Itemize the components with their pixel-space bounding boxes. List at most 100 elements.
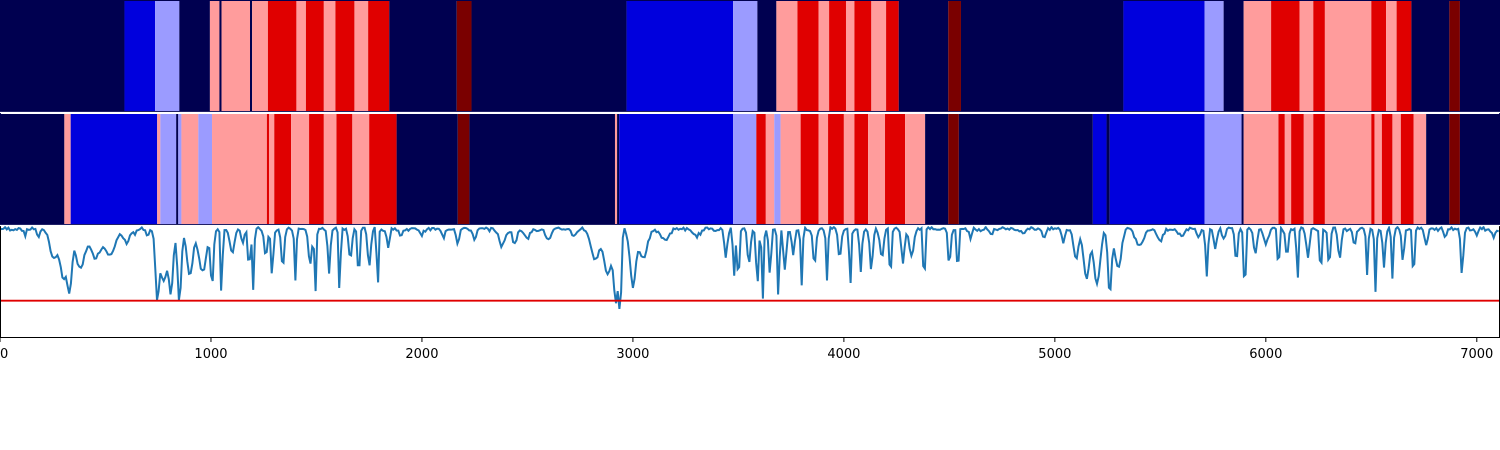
state-segment xyxy=(1371,1,1387,112)
state-segment xyxy=(368,1,390,112)
x-tick-label: 1000 xyxy=(194,347,227,362)
state-segment xyxy=(1386,1,1397,112)
state-segment xyxy=(155,1,180,112)
state-segment xyxy=(925,114,949,225)
state-segment xyxy=(800,114,819,225)
state-segment xyxy=(1106,114,1110,225)
state-segment xyxy=(1374,114,1382,225)
state-segment xyxy=(267,1,297,112)
state-segment xyxy=(958,114,1093,225)
state-segment xyxy=(1426,114,1450,225)
state-segment xyxy=(756,114,766,225)
state-segment xyxy=(1396,1,1412,112)
state-segment xyxy=(389,1,457,112)
state-segment xyxy=(160,114,177,225)
state-segment xyxy=(1371,114,1375,225)
state-segment xyxy=(1413,114,1427,225)
state-segment xyxy=(1243,1,1272,112)
state-segment xyxy=(181,114,199,225)
state-segment xyxy=(64,114,71,225)
state-segment xyxy=(1324,1,1372,112)
line-panel xyxy=(0,224,1500,338)
state-segment xyxy=(1223,1,1244,112)
state-segment xyxy=(1299,1,1314,112)
state-segment xyxy=(335,1,355,112)
state-segment xyxy=(212,114,267,225)
state-segment xyxy=(1381,114,1393,225)
state-segment xyxy=(854,1,872,112)
x-tick-label: 7000 xyxy=(1460,347,1493,362)
state-segment xyxy=(960,1,1124,112)
state-segment xyxy=(733,114,757,225)
state-segment xyxy=(1271,1,1300,112)
state-segment xyxy=(845,1,855,112)
state-segment xyxy=(1449,114,1460,225)
state-segment xyxy=(1204,114,1242,225)
state-segment xyxy=(309,114,324,225)
state-segment xyxy=(323,114,337,225)
state-segment xyxy=(209,1,220,112)
state-segment xyxy=(1284,114,1292,225)
state-segment xyxy=(157,114,161,225)
state-segment xyxy=(774,114,781,225)
state-segment xyxy=(733,1,758,112)
state-segment xyxy=(323,1,336,112)
state-segment xyxy=(757,1,777,112)
state-segment xyxy=(396,114,458,225)
state-segment xyxy=(614,114,618,225)
x-tick-label: 2000 xyxy=(405,347,438,362)
state-track-middle xyxy=(0,114,1500,225)
state-segment xyxy=(274,114,292,225)
state-segment xyxy=(898,1,949,112)
state-segment xyxy=(619,114,734,225)
state-segment xyxy=(1313,1,1325,112)
state-segment xyxy=(1459,114,1500,225)
state-segment xyxy=(1109,114,1205,225)
state-segment xyxy=(1291,114,1304,225)
state-segment xyxy=(354,1,369,112)
state-segment xyxy=(1092,114,1107,225)
state-segment xyxy=(797,1,819,112)
state-segment xyxy=(828,114,844,225)
state-segment xyxy=(765,114,775,225)
state-track-top xyxy=(0,1,1500,112)
x-tick-label: 0 xyxy=(0,347,8,362)
state-segment xyxy=(1313,114,1325,225)
state-segment xyxy=(868,114,886,225)
state-segment xyxy=(456,1,472,112)
state-segment xyxy=(178,114,182,225)
state-segment xyxy=(268,114,275,225)
state-segment xyxy=(305,1,324,112)
state-segment xyxy=(1459,1,1500,112)
state-segment xyxy=(1392,114,1401,225)
state-segment xyxy=(179,1,210,112)
state-segment xyxy=(617,114,620,225)
state-segment xyxy=(843,114,855,225)
state-segment xyxy=(457,114,470,225)
state-segment xyxy=(219,1,222,112)
line-panel-background xyxy=(0,226,1500,338)
state-segment xyxy=(818,114,829,225)
state-segment xyxy=(0,1,125,112)
x-tick-label: 5000 xyxy=(1038,347,1071,362)
state-segment xyxy=(198,114,213,225)
state-segment xyxy=(252,1,268,112)
state-segment xyxy=(176,114,179,225)
state-segment xyxy=(1411,1,1450,112)
state-segment xyxy=(818,1,830,112)
state-segment xyxy=(871,1,887,112)
state-segment xyxy=(291,114,310,225)
state-segment xyxy=(296,1,306,112)
state-segment xyxy=(885,114,906,225)
state-segment xyxy=(70,114,158,225)
state-segment xyxy=(626,1,734,112)
x-tick-label: 6000 xyxy=(1249,347,1282,362)
state-segment xyxy=(1400,114,1414,225)
state-segment xyxy=(336,114,353,225)
state-segment xyxy=(829,1,846,112)
state-segment xyxy=(780,114,801,225)
state-segment xyxy=(948,1,961,112)
series-line xyxy=(0,224,1499,310)
state-segment xyxy=(886,1,899,112)
